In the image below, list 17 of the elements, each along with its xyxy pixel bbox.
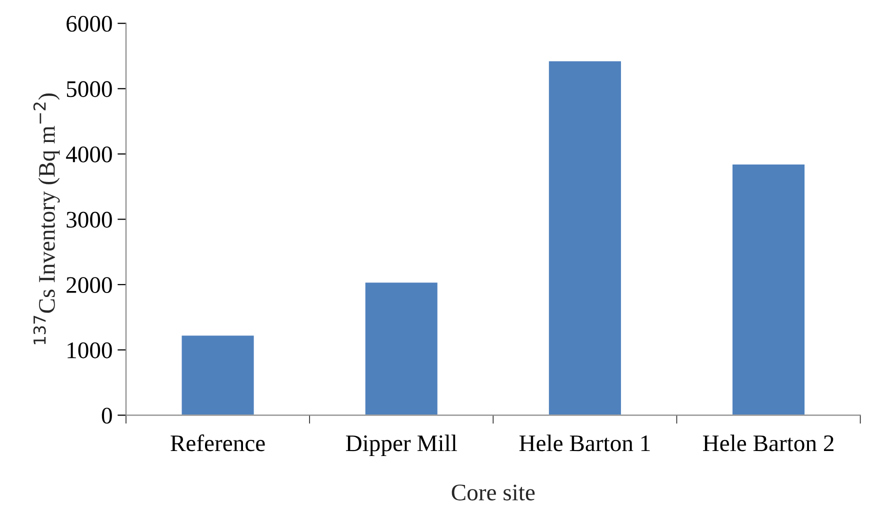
x-axis-title: Core site — [452, 484, 535, 500]
x-tick-label: Dipper Mill — [346, 434, 457, 456]
bar — [364, 281, 439, 416]
y-tick-label: 4000 — [66, 146, 112, 162]
bar — [731, 163, 806, 416]
y-tick-label: 6000 — [66, 16, 112, 32]
y-tick-label: 3000 — [66, 212, 112, 228]
y-tick-label: 2000 — [66, 277, 112, 294]
bar — [180, 334, 256, 416]
bar — [548, 60, 622, 416]
y-tick-label: 5000 — [66, 81, 112, 98]
x-tick-label: Hele Barton 1 — [519, 434, 650, 452]
x-tick-label: Hele Barton 2 — [702, 434, 834, 452]
y-tick-label: 1000 — [68, 342, 112, 358]
x-tick-label: Reference — [170, 434, 265, 452]
y-axis-title: $^{137}$Cs Inventory (Bq m$^{−2}$) — [33, 93, 60, 344]
y-tick-label: 0 — [102, 408, 112, 424]
